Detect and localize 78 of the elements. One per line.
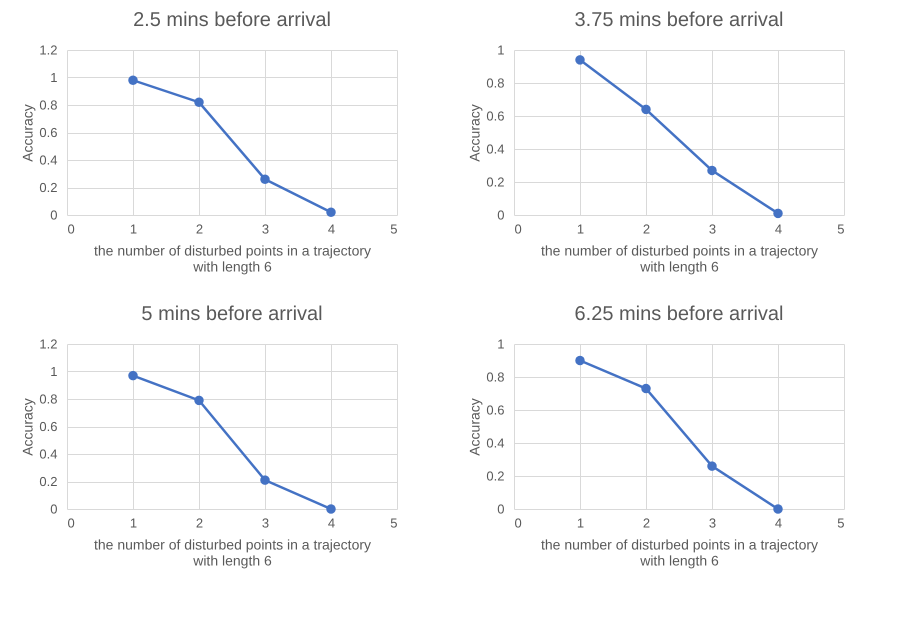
point xyxy=(773,504,783,514)
x-tick-label: 0 xyxy=(514,516,522,530)
x-tick-label: 2 xyxy=(196,222,204,236)
x-axis-title: the number of disturbed points in a trajectory with length 6 xyxy=(94,242,372,274)
x-axis-title: the number of disturbed points in a trajectory with length 6 xyxy=(94,536,372,568)
y-tick-label: 0.6 xyxy=(39,419,58,434)
point xyxy=(641,384,651,394)
x-tick-label: 2 xyxy=(196,516,204,530)
y-tick-label: 0.8 xyxy=(39,392,58,406)
x-tick-label: 5 xyxy=(837,222,844,236)
y-tick-label: 0.2 xyxy=(486,468,504,484)
x-tick-label: 5 xyxy=(837,516,844,530)
y-tick-label: 1.2 xyxy=(39,42,58,58)
x-tick-label: 3 xyxy=(262,222,270,236)
chart-title: 2.5 mins before arrival xyxy=(133,9,331,31)
y-axis-title: Accuracy xyxy=(19,398,36,456)
x-tick-label: 1 xyxy=(576,516,584,530)
y-tick-label: 0.6 xyxy=(486,402,504,418)
chart-title: 5 mins before arrival xyxy=(141,303,323,325)
y-tick-label: 0 xyxy=(497,502,504,516)
y-tick-label: 0.2 xyxy=(39,474,58,489)
y-tick-label: 0.2 xyxy=(486,174,504,190)
x-tick-label: 4 xyxy=(774,516,782,530)
chart-title: 3.75 mins before arrival xyxy=(574,9,784,31)
chart-title: 6.25 mins before arrival xyxy=(574,303,784,325)
point xyxy=(707,166,717,176)
x-tick-label: 3 xyxy=(708,516,716,530)
y-tick-label: 0.6 xyxy=(39,125,58,140)
point xyxy=(707,461,717,471)
x-tick-label: 3 xyxy=(262,516,270,530)
y-tick-label: 1 xyxy=(50,364,58,379)
point xyxy=(641,104,651,114)
y-tick-label: 0 xyxy=(497,208,504,222)
point xyxy=(260,174,270,184)
x-tick-label: 4 xyxy=(774,222,782,236)
point xyxy=(194,396,204,406)
y-tick-label: 1 xyxy=(50,70,58,85)
x-tick-label: 5 xyxy=(390,516,398,530)
y-tick-label: 0.2 xyxy=(39,180,58,195)
y-tick-label: 1.2 xyxy=(39,336,58,352)
y-tick-label: 1 xyxy=(497,42,504,58)
x-tick-label: 1 xyxy=(130,516,138,530)
y-axis-title: Accuracy xyxy=(466,104,482,162)
x-tick-label: 5 xyxy=(390,222,398,236)
point xyxy=(194,98,204,107)
y-axis-title: Accuracy xyxy=(466,398,482,456)
point xyxy=(773,208,783,218)
x-axis-title: the number of disturbed points in a trajectory with length 6 xyxy=(540,536,818,568)
x-tick-label: 2 xyxy=(642,516,650,530)
y-tick-label: 0.4 xyxy=(39,152,58,168)
x-tick-label: 3 xyxy=(708,222,716,236)
x-tick-label: 0 xyxy=(514,222,522,236)
x-tick-label: 0 xyxy=(68,222,75,236)
x-tick-label: 1 xyxy=(576,222,584,236)
x-tick-label: 2 xyxy=(642,222,650,236)
x-tick-label: 4 xyxy=(328,222,336,236)
y-tick-label: 0.4 xyxy=(486,436,504,450)
y-tick-label: 0 xyxy=(50,208,58,222)
y-tick-label: 0.8 xyxy=(486,76,504,90)
point xyxy=(128,370,138,380)
point xyxy=(575,55,585,65)
y-tick-label: 0.8 xyxy=(39,98,58,112)
point xyxy=(260,475,270,485)
y-tick-label: 0 xyxy=(50,502,58,516)
point xyxy=(326,504,336,514)
x-tick-label: 0 xyxy=(68,516,75,530)
x-tick-label: 1 xyxy=(130,222,138,236)
y-tick-label: 0.4 xyxy=(486,142,504,156)
y-tick-label: 1 xyxy=(497,336,504,352)
point xyxy=(326,208,336,217)
point xyxy=(128,76,138,85)
y-tick-label: 0.4 xyxy=(39,446,58,462)
x-tick-label: 4 xyxy=(328,516,336,530)
x-axis-title: the number of disturbed points in a trajectory with length 6 xyxy=(540,242,818,274)
y-axis-title: Accuracy xyxy=(19,104,36,162)
point xyxy=(575,356,585,366)
y-tick-label: 0.8 xyxy=(486,370,504,384)
y-tick-label: 0.6 xyxy=(486,108,504,124)
